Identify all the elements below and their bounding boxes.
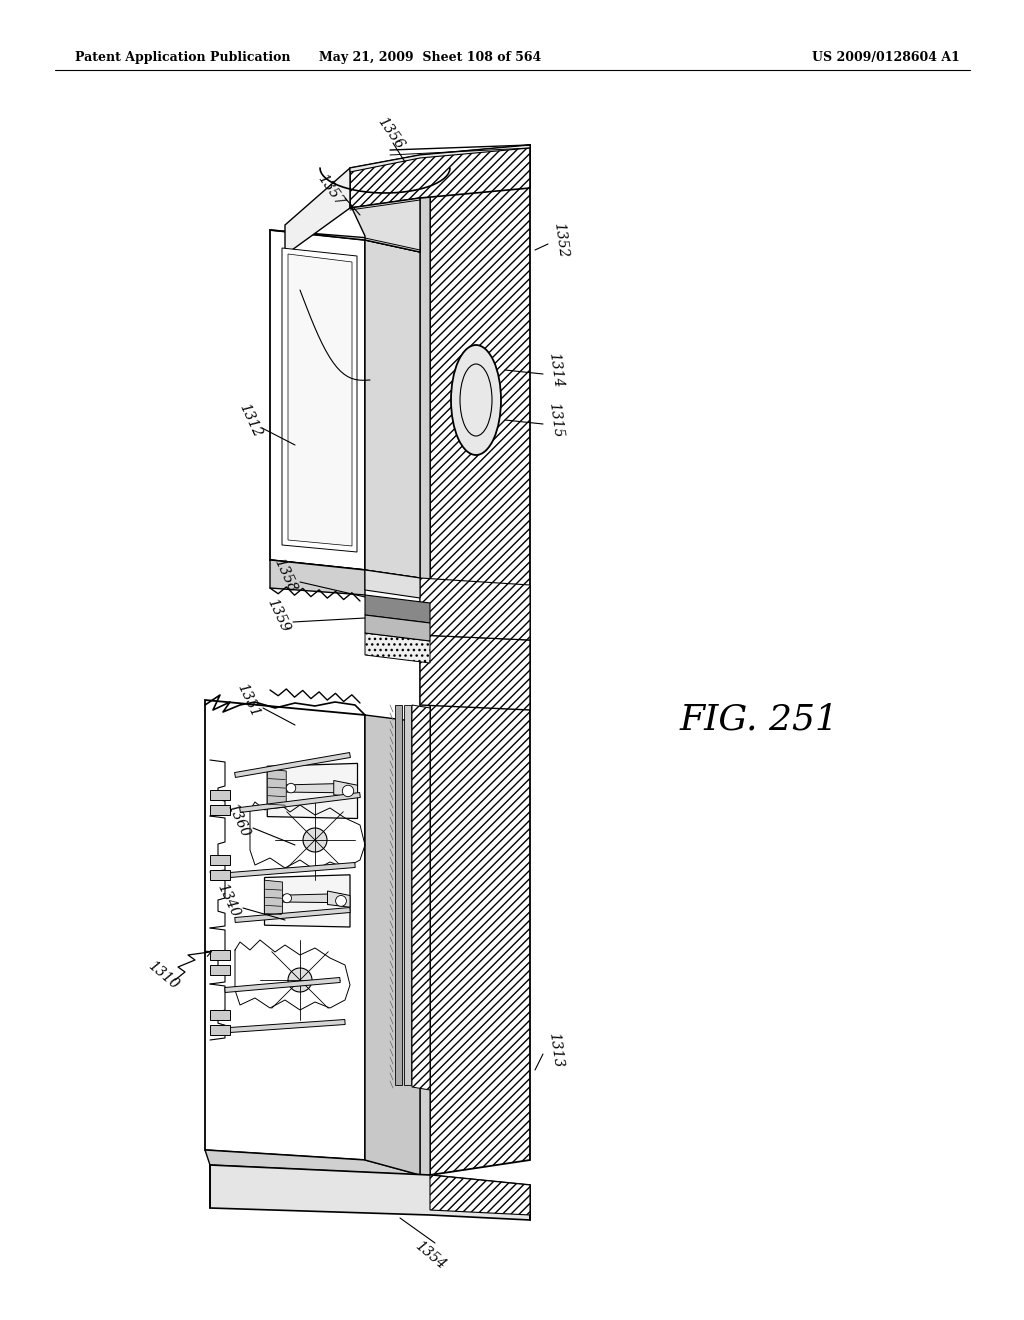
Polygon shape (365, 634, 430, 663)
Circle shape (287, 783, 296, 793)
Text: Patent Application Publication: Patent Application Publication (75, 50, 291, 63)
Polygon shape (350, 198, 420, 252)
Polygon shape (350, 145, 530, 209)
Text: 1352: 1352 (551, 222, 569, 259)
Polygon shape (272, 783, 348, 793)
Text: 1357: 1357 (314, 172, 346, 209)
Polygon shape (404, 705, 411, 1085)
Polygon shape (210, 855, 230, 865)
Polygon shape (234, 908, 350, 923)
Polygon shape (365, 615, 430, 642)
Polygon shape (210, 950, 230, 960)
Text: 1312: 1312 (237, 401, 264, 440)
Polygon shape (205, 700, 365, 1160)
Text: FIG. 251: FIG. 251 (680, 704, 839, 737)
Circle shape (342, 785, 353, 797)
Text: 1310: 1310 (145, 958, 181, 991)
Polygon shape (365, 715, 420, 1175)
Polygon shape (264, 875, 350, 927)
Polygon shape (420, 578, 530, 640)
Polygon shape (210, 805, 230, 814)
Polygon shape (234, 752, 350, 777)
Polygon shape (210, 1010, 230, 1020)
Polygon shape (210, 789, 230, 800)
Text: 1354: 1354 (412, 1238, 449, 1271)
Polygon shape (229, 1019, 345, 1032)
Polygon shape (269, 894, 341, 903)
Polygon shape (430, 145, 530, 1175)
Polygon shape (210, 1166, 530, 1220)
Polygon shape (350, 145, 530, 172)
Polygon shape (210, 870, 230, 880)
Ellipse shape (451, 345, 501, 455)
Polygon shape (420, 165, 430, 1180)
Polygon shape (205, 1150, 420, 1175)
Polygon shape (430, 1175, 530, 1214)
Text: 1358: 1358 (271, 556, 299, 594)
Polygon shape (365, 595, 430, 623)
Text: 1315: 1315 (546, 401, 564, 438)
Polygon shape (288, 253, 352, 546)
Polygon shape (285, 168, 350, 255)
Text: 1356: 1356 (374, 115, 406, 152)
Polygon shape (412, 705, 430, 1090)
Text: 1313: 1313 (546, 1031, 564, 1069)
Polygon shape (210, 1026, 230, 1035)
Circle shape (288, 968, 312, 993)
Circle shape (283, 894, 292, 903)
Text: 1314: 1314 (546, 351, 564, 388)
Polygon shape (225, 978, 340, 993)
Text: May 21, 2009  Sheet 108 of 564: May 21, 2009 Sheet 108 of 564 (318, 50, 541, 63)
Circle shape (336, 895, 346, 907)
Polygon shape (395, 705, 402, 1085)
Polygon shape (270, 560, 365, 595)
Polygon shape (210, 965, 230, 975)
Polygon shape (267, 763, 357, 818)
Polygon shape (267, 770, 287, 809)
Polygon shape (365, 240, 420, 578)
Text: 1340: 1340 (214, 880, 242, 919)
Text: 1360: 1360 (224, 801, 252, 840)
Text: 1359: 1359 (264, 595, 292, 634)
Polygon shape (420, 635, 530, 710)
Polygon shape (229, 862, 355, 878)
Polygon shape (270, 230, 420, 252)
Polygon shape (365, 570, 420, 598)
Polygon shape (270, 230, 365, 570)
Polygon shape (328, 891, 350, 907)
Polygon shape (264, 880, 283, 917)
Polygon shape (240, 792, 360, 813)
Text: US 2009/0128604 A1: US 2009/0128604 A1 (812, 50, 961, 63)
Polygon shape (334, 780, 357, 797)
Circle shape (303, 828, 327, 851)
Polygon shape (282, 248, 357, 552)
Text: 1331: 1331 (234, 681, 262, 719)
